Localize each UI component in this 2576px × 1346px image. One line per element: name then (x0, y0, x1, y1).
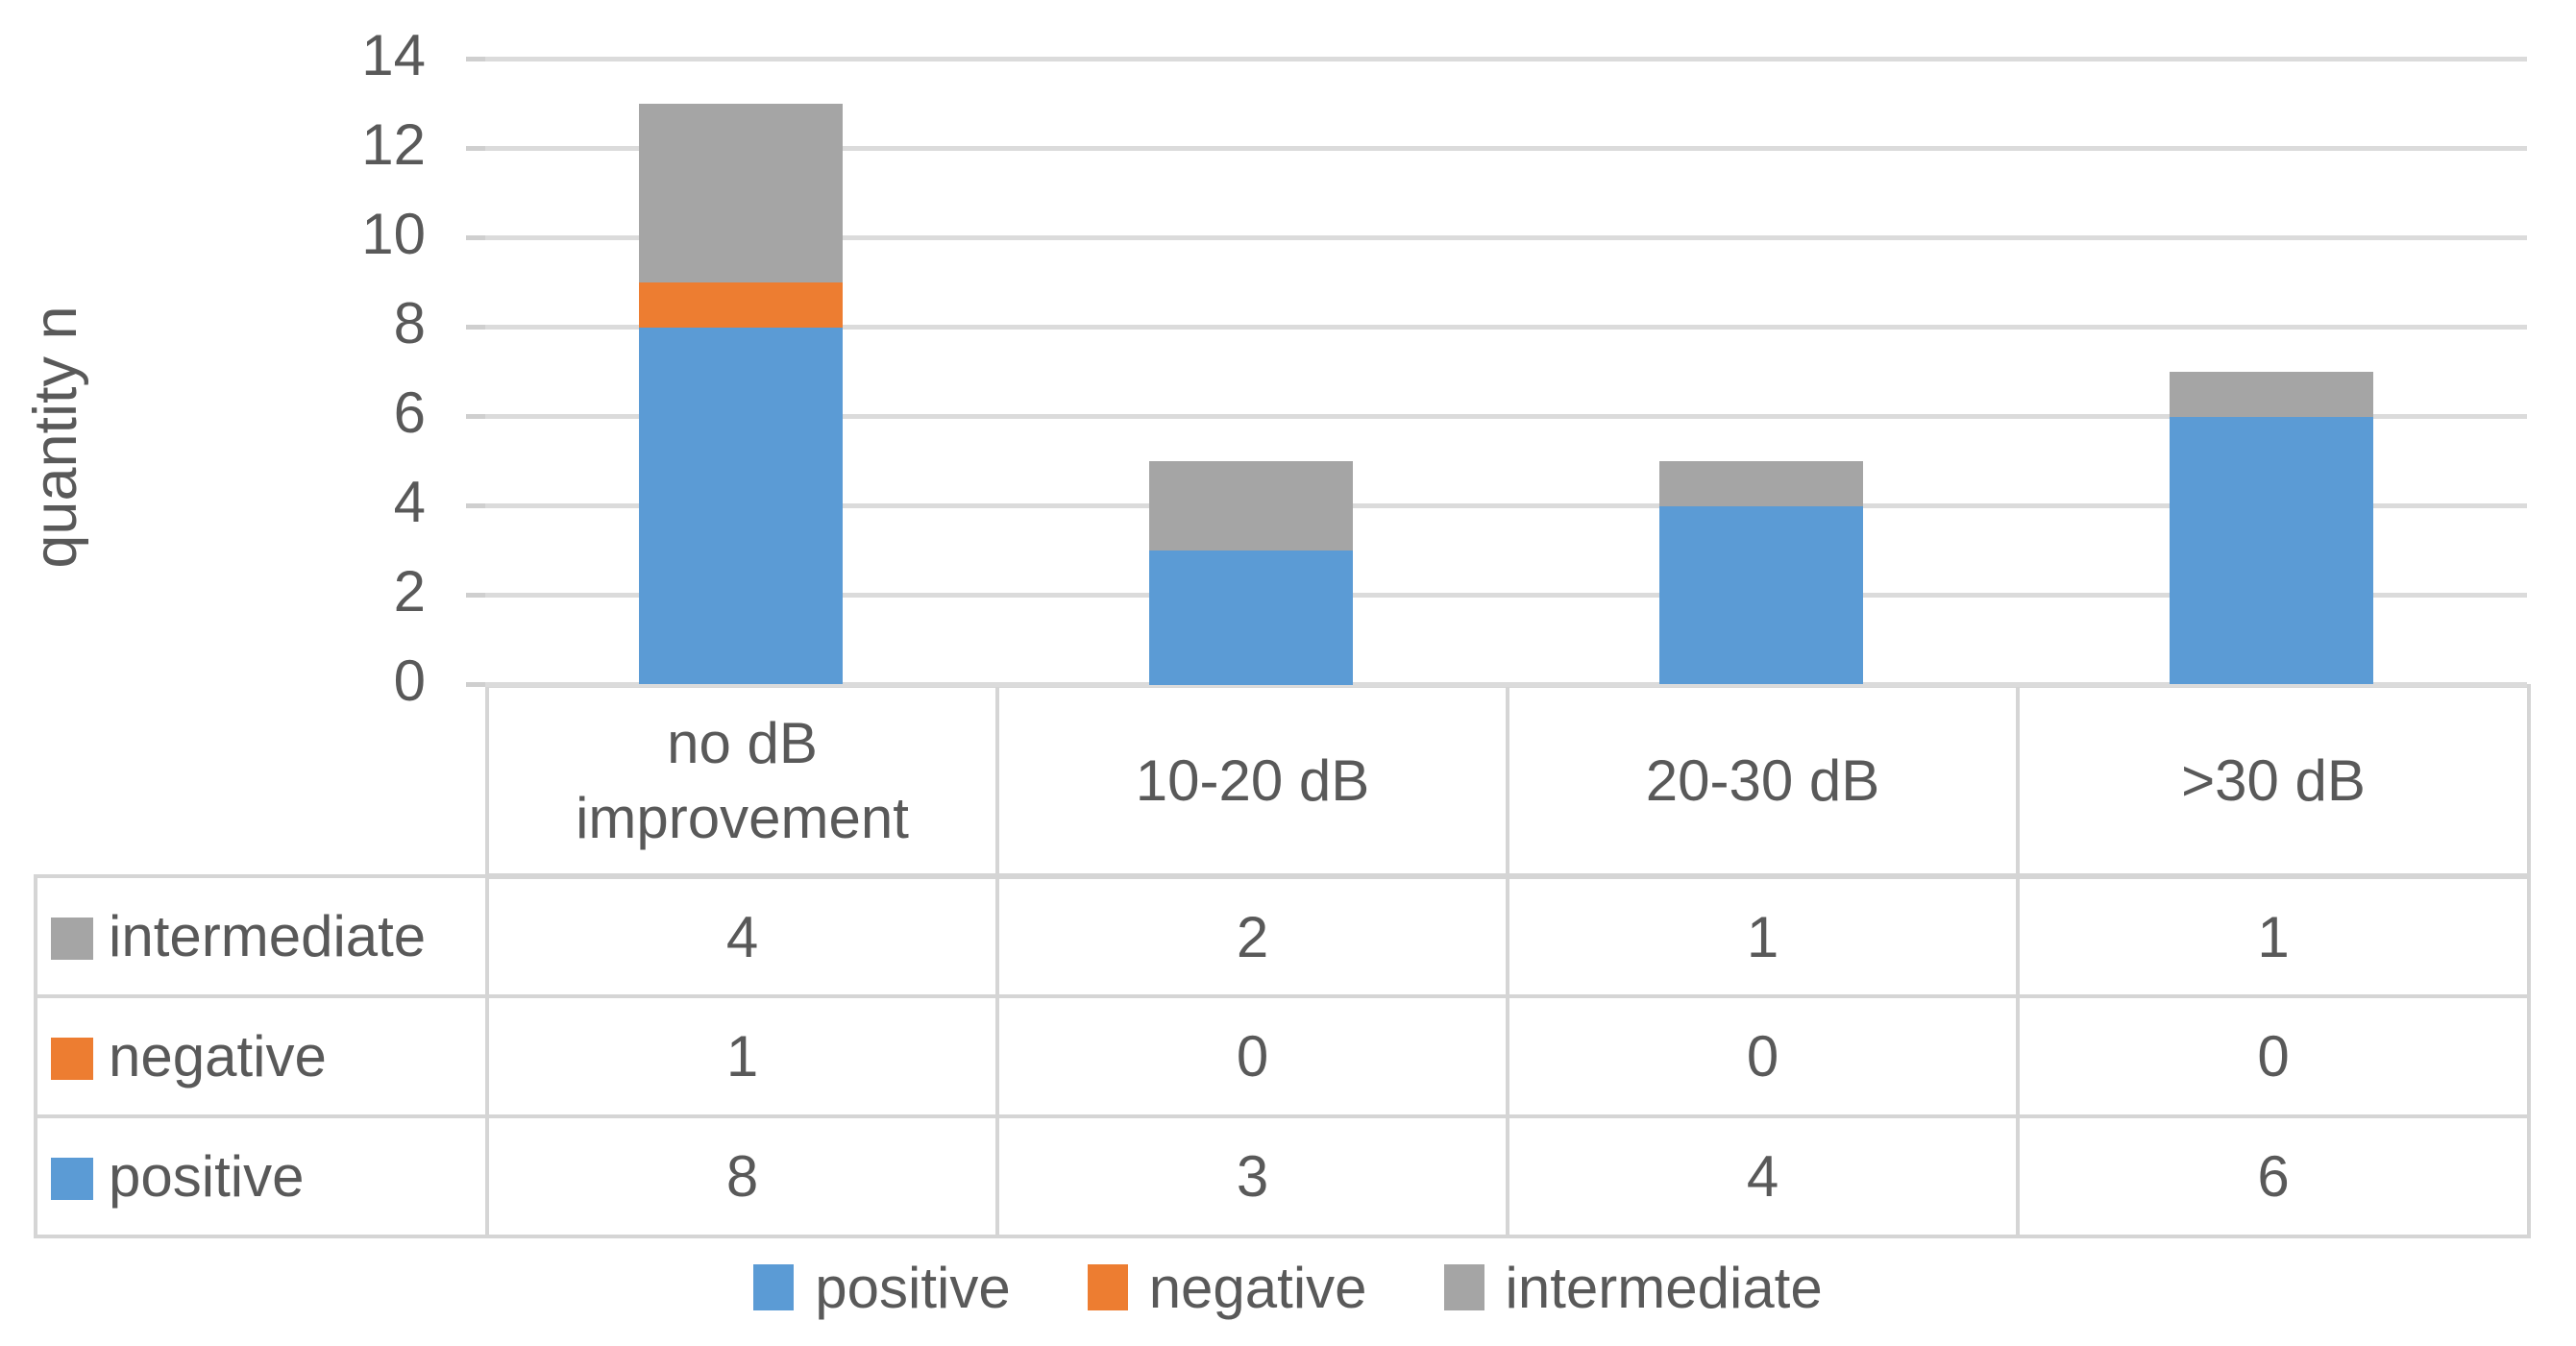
table-cell: 2 (995, 874, 1509, 998)
y-axis-tick (466, 235, 485, 240)
legend-item-positive: positive (753, 1255, 1011, 1321)
table-row-negative: negative 1 0 0 0 (34, 994, 2531, 1118)
table-corner-cell (36, 686, 489, 876)
table-cell: 4 (485, 874, 999, 998)
gridline (485, 57, 2527, 61)
table-cell: 4 (1506, 1114, 2020, 1238)
y-axis-tick (466, 146, 485, 151)
table-cell: 0 (995, 994, 1509, 1118)
bar-segment-intermediate-20-30-db (1659, 461, 1863, 506)
bar-segment-negative-no-db-improvement (639, 282, 843, 328)
table-column-header-30-db: >30 dB (2016, 684, 2531, 879)
gridline (485, 682, 2527, 687)
legend-label: positive (815, 1255, 1011, 1320)
series-label: positive (109, 1144, 305, 1209)
y-tick-label: 10 (361, 202, 426, 266)
legend-item-intermediate: intermediate (1443, 1255, 1823, 1321)
legend-swatch-icon (753, 1264, 795, 1310)
table-column-header-20-30-db: 20-30 dB (1506, 684, 2020, 879)
y-axis-tick (466, 57, 485, 61)
table-cell: 1 (1506, 874, 2020, 998)
y-tick-label: 6 (393, 380, 426, 445)
table-cell: 1 (485, 994, 999, 1118)
y-axis-tick (466, 682, 485, 687)
table-row-header-negative: negative (34, 994, 489, 1118)
gridline (485, 325, 2527, 330)
y-tick-label: 14 (361, 23, 426, 87)
legend-item-negative: negative (1087, 1255, 1367, 1321)
chart-legend: positive negative intermediate (0, 1247, 2576, 1328)
table-column-header-no-db-improvement: no dB improvement (485, 684, 999, 879)
legend-swatch-icon (1087, 1264, 1128, 1310)
table-cell: 0 (1506, 994, 2020, 1118)
table-row-header-intermediate: intermediate (34, 874, 489, 998)
bar-segment-intermediate-10-20-db (1149, 461, 1353, 551)
gridline (485, 235, 2527, 240)
table-cell: 3 (995, 1114, 1509, 1238)
bar-segment-positive-10-20-db (1149, 551, 1353, 685)
legend-key-icon (51, 1038, 93, 1080)
y-tick-label: 2 (393, 559, 426, 624)
y-axis-tick (466, 414, 485, 419)
table-cell: 0 (2016, 994, 2531, 1118)
y-axis-title: quantity n (22, 306, 89, 569)
y-tick-label: 8 (393, 291, 426, 355)
legend-label: intermediate (1505, 1255, 1823, 1320)
bar-segment-positive-20-30-db (1659, 505, 1863, 684)
table-row-positive: positive 8 3 4 6 (34, 1114, 2531, 1238)
y-tick-label: 0 (393, 649, 426, 713)
gridline (485, 593, 2527, 598)
table-cell: 8 (485, 1114, 999, 1238)
table-row-header-positive: positive (34, 1114, 489, 1238)
table-cell: 6 (2016, 1114, 2531, 1238)
table-cell: 1 (2016, 874, 2531, 998)
table-column-header-10-20-db: 10-20 dB (995, 684, 1509, 879)
gridline (485, 503, 2527, 508)
y-axis-tick (466, 503, 485, 508)
gridline (485, 414, 2527, 419)
bar-segment-positive-no-db-improvement (639, 327, 843, 684)
y-axis-tick (466, 325, 485, 330)
legend-key-icon (51, 1158, 93, 1200)
legend-key-icon (51, 918, 93, 960)
y-tick-label: 4 (393, 470, 426, 534)
series-label: intermediate (109, 904, 427, 968)
series-label: negative (109, 1024, 327, 1089)
bar-segment-intermediate-30-db (2170, 372, 2373, 417)
gridline (485, 146, 2527, 151)
legend-label: negative (1148, 1255, 1367, 1320)
legend-swatch-icon (1443, 1264, 1484, 1310)
y-axis-tick (466, 593, 485, 598)
bar-segment-positive-30-db (2170, 416, 2373, 684)
y-tick-label: 12 (361, 112, 426, 177)
bar-segment-intermediate-no-db-improvement (639, 104, 843, 282)
table-row-intermediate: intermediate 4 2 1 1 (34, 874, 2531, 998)
